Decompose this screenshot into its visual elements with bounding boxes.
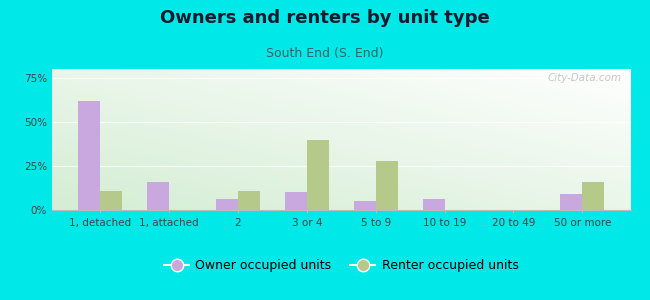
Bar <box>376 160 398 210</box>
Bar <box>354 201 376 210</box>
Legend: Owner occupied units, Renter occupied units: Owner occupied units, Renter occupied un… <box>159 254 523 277</box>
Text: City-Data.com: City-Data.com <box>548 73 622 83</box>
Bar <box>100 190 122 210</box>
Text: Owners and renters by unit type: Owners and renters by unit type <box>160 9 490 27</box>
Bar <box>307 140 329 210</box>
Bar <box>147 182 169 210</box>
Bar <box>422 200 445 210</box>
Bar <box>216 200 238 210</box>
Bar <box>238 190 260 210</box>
Bar <box>285 192 307 210</box>
Text: South End (S. End): South End (S. End) <box>266 46 384 59</box>
Bar <box>582 182 604 210</box>
Bar <box>78 101 100 210</box>
Bar <box>560 194 582 210</box>
